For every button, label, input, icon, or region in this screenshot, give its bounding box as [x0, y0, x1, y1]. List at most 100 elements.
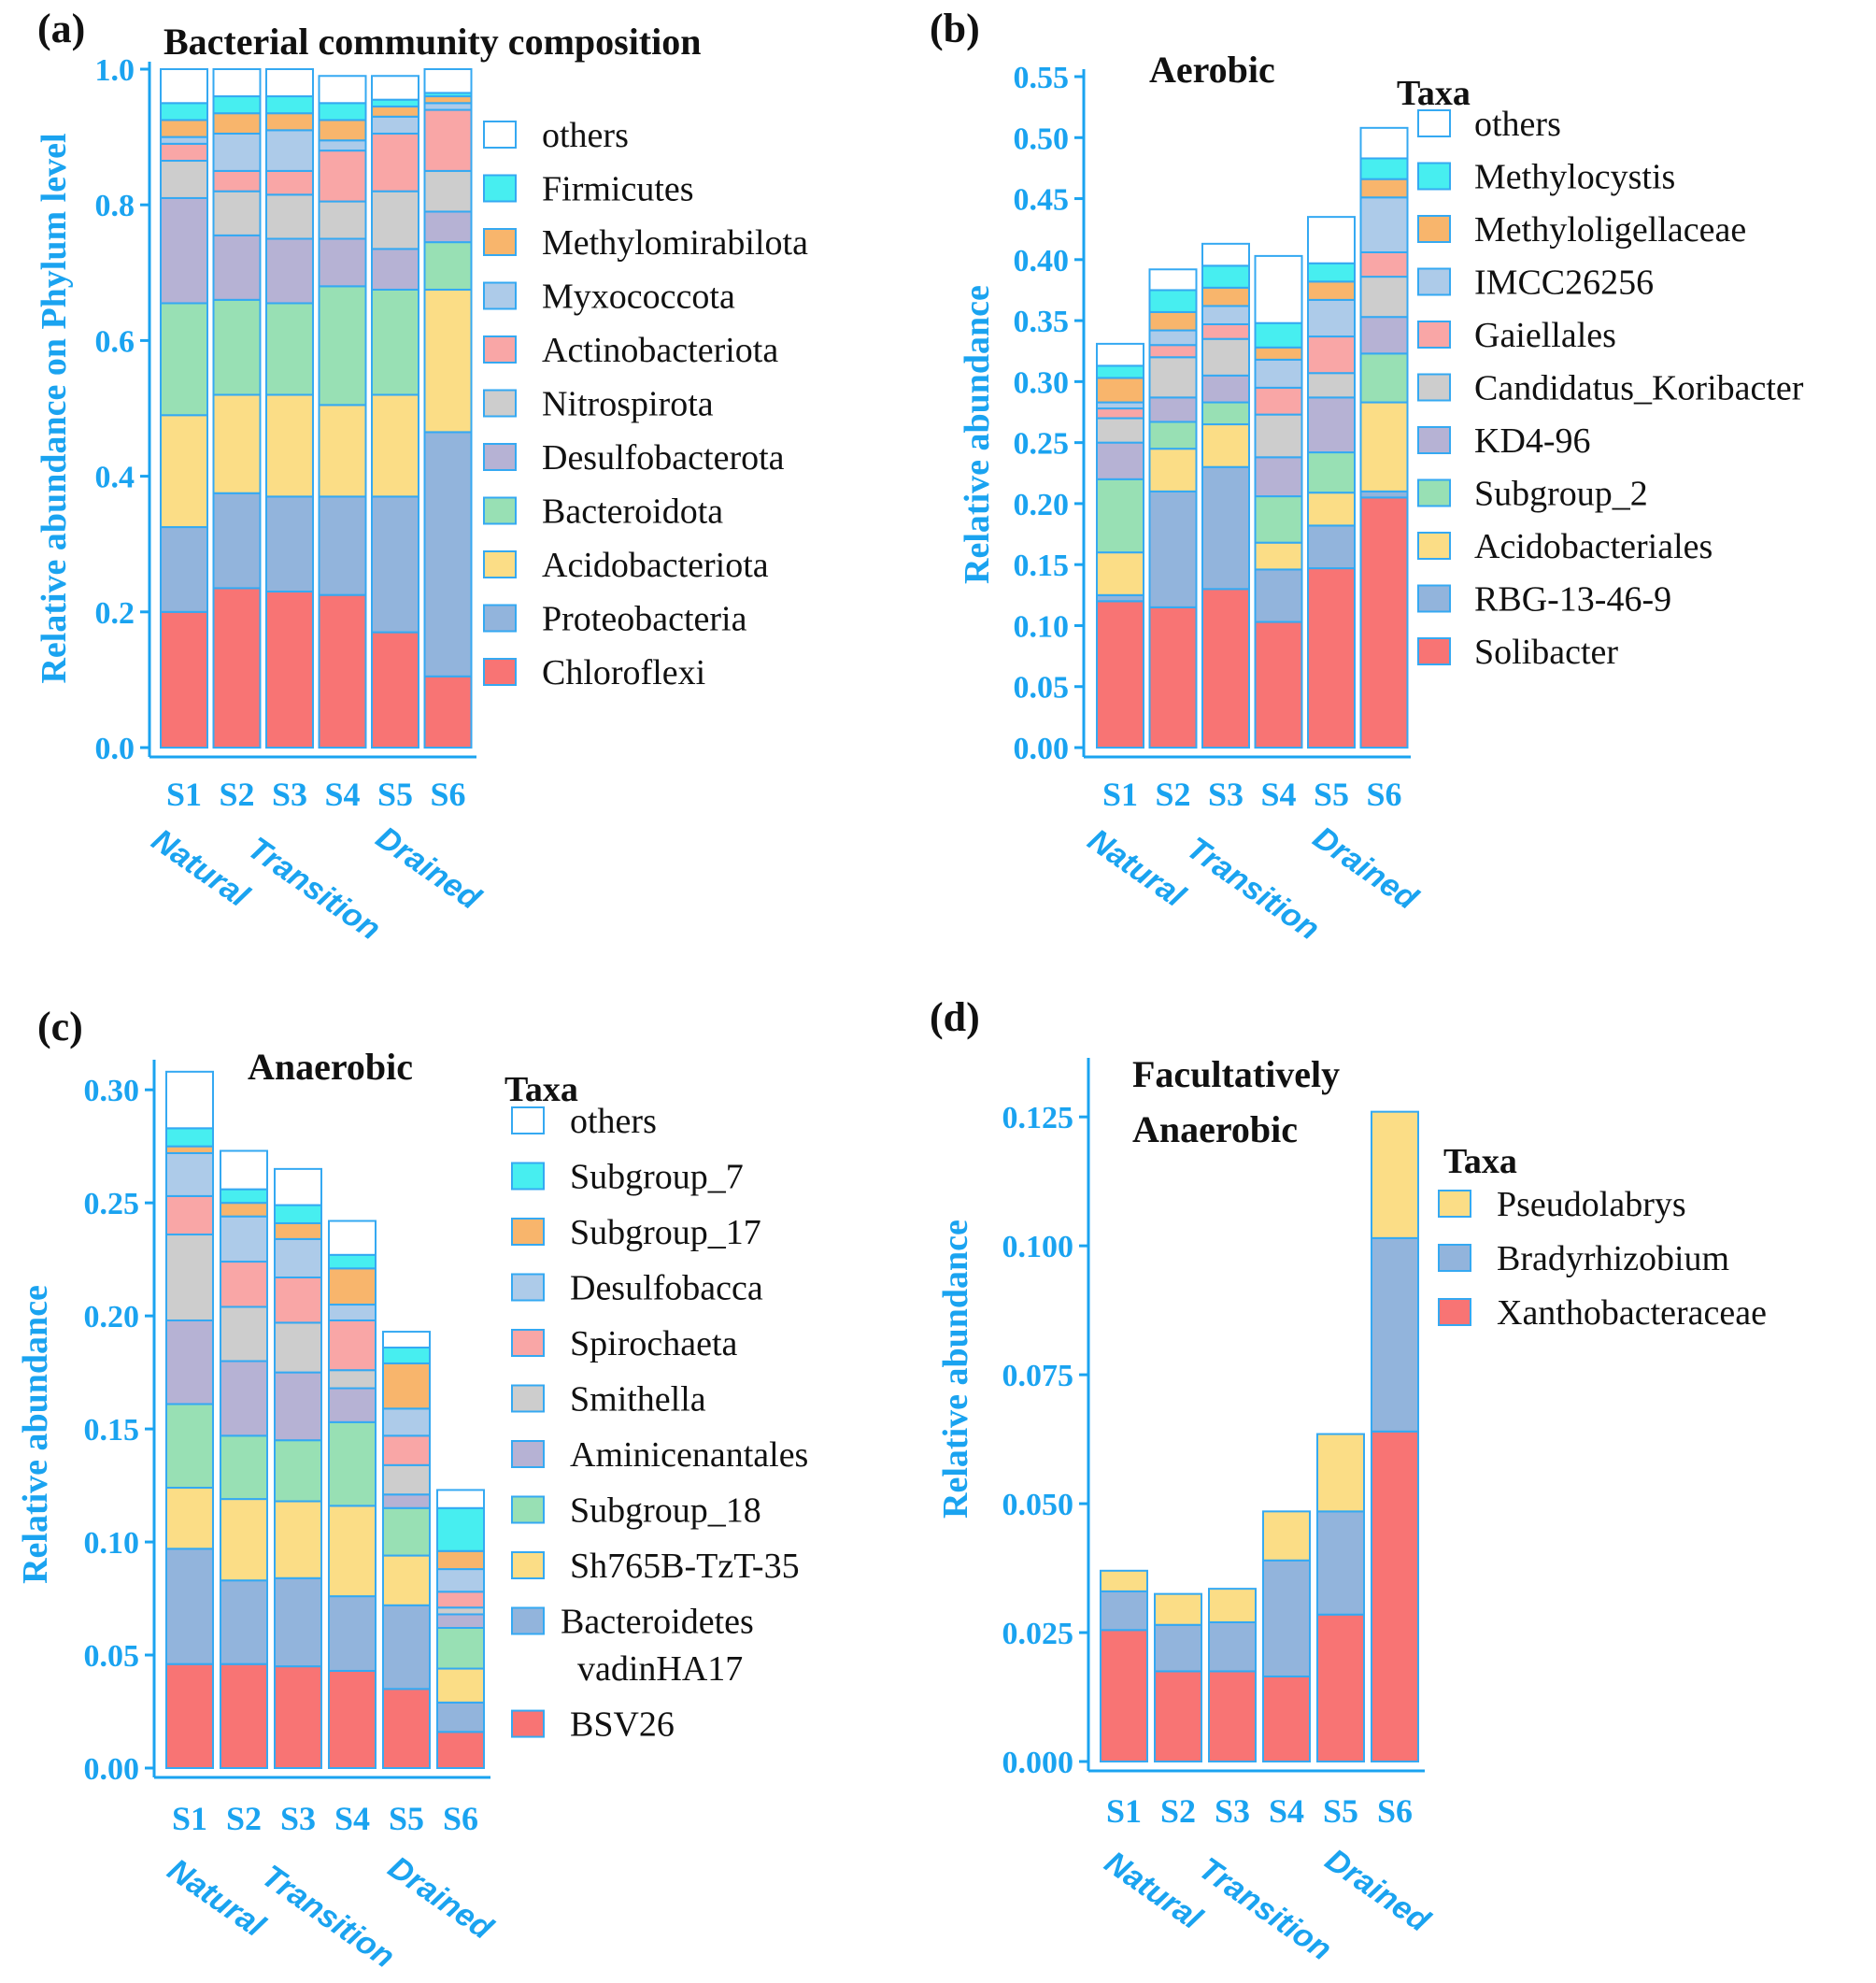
bar-segment-S2-Actinobacteriota	[212, 169, 262, 193]
group-label: Natural	[1081, 822, 1192, 915]
bar-segment-S5-others	[382, 1331, 431, 1349]
bar-segment-S3-Desulfobacterota	[265, 237, 314, 305]
bar-segment-S6-Solibacter	[1359, 496, 1409, 749]
legend-label: Methylocystis	[1474, 158, 1675, 197]
bar-segment-S4-Smithella	[328, 1369, 377, 1390]
chart-title: Anaerobic	[248, 1046, 413, 1088]
bar-segment-S6-Subgroup_7	[436, 1506, 485, 1552]
legend-label: Bradyrhizobium	[1497, 1239, 1729, 1278]
bar-segment-S2-Myxococcota	[212, 132, 262, 172]
y-tick-label: 0.15	[84, 1413, 140, 1448]
legend-swatch-Candidatus_Koribacter	[1417, 373, 1451, 402]
bar-segment-S5-IMCC26256	[1307, 298, 1356, 338]
bar-segment-S3-Desulfobacca	[274, 1237, 322, 1279]
y-tick-label: 0.35	[1014, 305, 1070, 339]
legend-label: Chloroflexi	[542, 653, 705, 692]
group-label: Drained	[382, 1849, 500, 1947]
legend-swatch-Bradyrhizobium	[1438, 1244, 1471, 1272]
bar-segment-S2-Candidatus_Koribacter	[1148, 356, 1198, 399]
bar-segment-S4-Spirochaeta	[328, 1319, 377, 1372]
bar-segment-S4-Bradyrhizobium	[1262, 1559, 1311, 1677]
legend-label: Candidatus_Koribacter	[1474, 369, 1804, 408]
bar-segment-S1-Proteobacteria	[160, 526, 208, 613]
bar-segment-S1-Gaiellales	[1096, 407, 1144, 420]
bar-segment-S3-KD4-96	[1201, 374, 1250, 404]
bar-segment-S3-Bacteroidota	[265, 302, 314, 396]
bar-segment-S6-IMCC26256	[1359, 196, 1409, 253]
bar-segment-S6-Methyloligellaceae	[1359, 178, 1409, 199]
bar-segment-S6-Bacteroidetes vadinHA17	[436, 1701, 485, 1733]
bar-segment-S2-Subgroup_17	[220, 1202, 268, 1218]
bar-segment-S5-Bacteroidetes vadinHA17	[382, 1604, 431, 1691]
bar-segment-S4-Acidobacteriales	[1254, 541, 1303, 571]
bar-segment-S3-Proteobacteria	[265, 495, 314, 593]
legend-label: Methylomirabilota	[542, 223, 808, 263]
legend-label: Subgroup_17	[570, 1213, 761, 1252]
legend-swatch-Methylocystis	[1417, 162, 1451, 191]
bar-segment-S4-KD4-96	[1254, 456, 1303, 498]
x-tick-label: S2	[226, 1800, 262, 1837]
bar-segment-S3-Acidobacteriales	[1201, 423, 1250, 468]
bar-segment-S5-Proteobacteria	[371, 495, 419, 634]
bar-segment-S6-Actinobacteriota	[423, 108, 473, 172]
bar-segment-S3-Sh765B-TzT-35	[274, 1500, 322, 1579]
x-tick-label: S5	[389, 1800, 424, 1837]
bar-segment-S1-Bacteroidota	[160, 302, 208, 417]
bar-segment-S6-Aminicenantales	[436, 1613, 485, 1630]
x-tick-label: S4	[334, 1800, 370, 1837]
legend-label: others	[570, 1102, 657, 1141]
y-tick-label: 0.20	[1014, 488, 1070, 522]
bar-segment-S3-Actinobacteriota	[265, 169, 314, 196]
bar-segment-S3-Methylomirabilota	[265, 112, 314, 132]
bar-segment-S4-Acidobacteriota	[318, 404, 367, 498]
panel-label: (d)	[930, 994, 980, 1040]
legend-title: Taxa	[1443, 1142, 1517, 1181]
bar-segment-S2-others	[212, 68, 262, 98]
legend-label: others	[1474, 105, 1561, 144]
bar-segment-S6-Bacteroidota	[423, 241, 473, 291]
bar-segment-S2-Pseudolabrys	[1154, 1592, 1202, 1626]
bar-segment-S6-Proteobacteria	[423, 431, 473, 678]
bar-segment-S4-Firmicutes	[318, 102, 367, 121]
legend-swatch-Myxococcota	[483, 281, 517, 310]
bar-segment-S2-Subgroup_7	[220, 1188, 268, 1205]
legend-label: Nitrospirota	[542, 385, 714, 424]
bar-segment-S5-Methyloligellaceae	[1307, 280, 1356, 301]
legend-label: others	[542, 116, 629, 155]
bar-segment-S5-RBG-13-46-9	[1307, 524, 1356, 570]
bar-segment-S1-Acidobacteriota	[160, 414, 208, 529]
bar-segment-S5-Spirochaeta	[382, 1434, 431, 1466]
legend-label: Pseudolabrys	[1497, 1185, 1686, 1224]
legend-label: Acidobacteriota	[542, 546, 769, 585]
legend-swatch-Sh765B-TzT-35	[511, 1551, 545, 1579]
bar-segment-S2-Gaiellales	[1148, 344, 1198, 359]
bar-segment-S5-Actinobacteriota	[371, 132, 419, 193]
bar-segment-S1-Bacteroidetes vadinHA17	[165, 1548, 214, 1665]
bar-segment-S4-Subgroup_17	[328, 1267, 377, 1306]
bar-segment-S5-Aminicenantales	[382, 1493, 431, 1509]
bar-segment-S6-others	[436, 1489, 485, 1509]
bar-segment-S5-others	[371, 75, 419, 101]
bar-segment-S5-Solibacter	[1307, 567, 1356, 749]
bar-segment-S3-Bacteroidetes vadinHA17	[274, 1576, 322, 1668]
bar-segment-S2-Solibacter	[1148, 606, 1198, 749]
y-tick-label: 0.8	[95, 189, 135, 223]
bar-segment-S2-Desulfobacca	[220, 1215, 268, 1263]
group-label: Natural	[161, 1852, 272, 1945]
x-tick-label: S3	[280, 1800, 316, 1837]
bar-segment-S5-Desulfobacterota	[371, 248, 419, 291]
bar-segment-S4-Methylocystis	[1254, 321, 1303, 349]
bar-segment-S2-Bradyrhizobium	[1154, 1623, 1202, 1673]
bar-segment-S3-Solibacter	[1201, 588, 1250, 749]
bar-segment-S6-Acidobacteriota	[423, 288, 473, 434]
bar-segment-S4-Subgroup_7	[328, 1253, 377, 1270]
y-tick-label: 0.0	[95, 732, 135, 766]
legend-swatch-Xanthobacteraceae	[1438, 1298, 1471, 1326]
bar-segment-S6-BSV26	[436, 1731, 485, 1769]
bar-segment-S4-others	[328, 1220, 377, 1256]
bar-segment-S2-Methylocystis	[1148, 289, 1198, 313]
bar-segment-S2-Desulfobacterota	[212, 234, 262, 301]
bar-segment-S2-Sh765B-TzT-35	[220, 1498, 268, 1582]
bar-segment-S1-Myxococcota	[160, 136, 208, 145]
